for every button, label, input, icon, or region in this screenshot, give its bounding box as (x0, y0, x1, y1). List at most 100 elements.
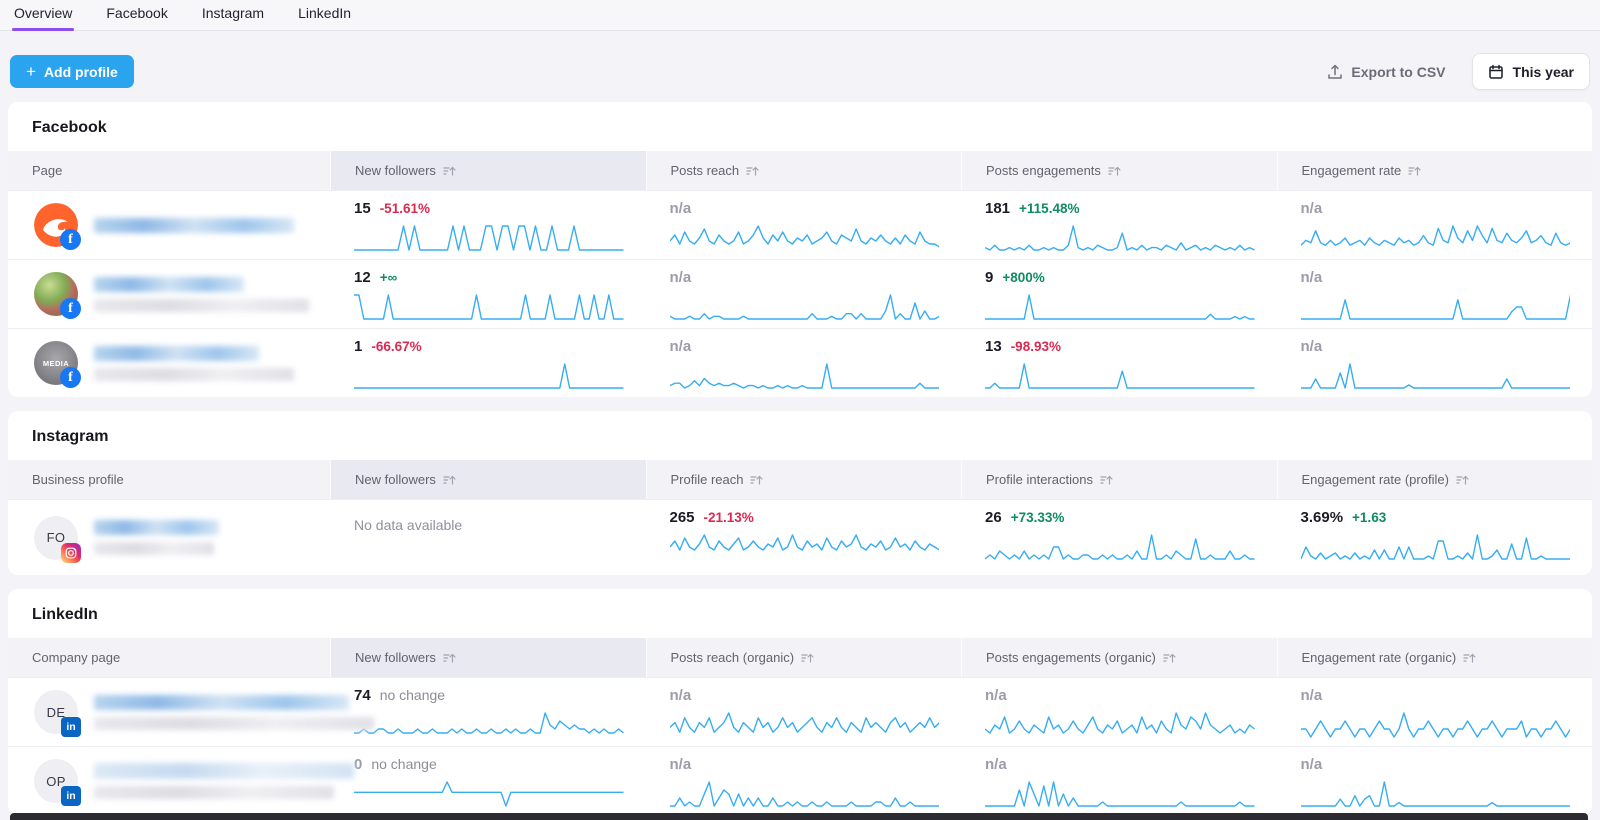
sort-icon (443, 165, 456, 177)
profile-cell[interactable]: FO (8, 500, 330, 575)
metric-value: n/a (670, 338, 692, 355)
column-header-posts-engagements-organic[interactable]: Posts engagements (organic) (961, 638, 1277, 677)
tab-instagram[interactable]: Instagram (200, 5, 266, 30)
metric-cell-profile-interactions: 26+73.33% (961, 500, 1277, 575)
sort-icon (801, 652, 814, 664)
column-header-page: Page (8, 151, 330, 190)
avatar: FO (34, 516, 78, 560)
sort-icon (1463, 652, 1476, 664)
export-to-csv-button[interactable]: Export to CSV (1327, 64, 1445, 80)
facebook-section-title: Facebook (8, 102, 1592, 151)
sort-icon (746, 165, 759, 177)
tab-linkedin[interactable]: LinkedIn (296, 5, 353, 30)
metric-cell-posts-engagements: 9+800% (961, 260, 1277, 328)
column-header-engagement-rate[interactable]: Engagement rate (1277, 151, 1593, 190)
sort-icon (443, 652, 456, 664)
sparkline-chart (1301, 712, 1571, 738)
sparkline-chart (985, 781, 1255, 807)
metric-value: n/a (670, 200, 692, 217)
metric-cell-engagement-rate-organic: n/a (1277, 678, 1593, 746)
column-header-engagement-rate-profile[interactable]: Engagement rate (profile) (1277, 460, 1593, 499)
sparkline-chart (1301, 294, 1571, 320)
metric-delta: no change (380, 687, 445, 703)
sort-icon (443, 474, 456, 486)
plus-icon: + (26, 63, 36, 80)
metric-cell-new-followers: 0no change (330, 747, 646, 815)
sparkline-chart (670, 781, 940, 807)
metric-cell-posts-reach-organic: n/a (646, 747, 962, 815)
sparkline-chart (354, 294, 624, 320)
metric-value: 265 (670, 509, 695, 526)
date-range-button[interactable]: This year (1472, 53, 1590, 90)
sparkline-chart (1301, 534, 1571, 560)
linkedin-section: LinkedIn Company page New followers Post… (8, 589, 1592, 815)
metric-value: 1 (354, 338, 362, 355)
column-header-posts-reach[interactable]: Posts reach (646, 151, 962, 190)
metric-delta: -51.61% (380, 201, 430, 216)
linkedin-badge-icon: in (61, 786, 81, 806)
avatar: MEDIA f (34, 341, 78, 385)
add-profile-label: Add profile (44, 64, 118, 80)
profile-cell[interactable]: OP in (8, 747, 330, 815)
profile-cell[interactable]: f (8, 260, 330, 328)
instagram-badge-icon (61, 543, 81, 563)
column-header-new-followers[interactable]: New followers (330, 151, 646, 190)
avatar: f (34, 203, 78, 247)
column-header-new-followers[interactable]: New followers (330, 460, 646, 499)
metric-value: n/a (1301, 200, 1323, 217)
metric-cell-posts-reach: n/a (646, 191, 962, 259)
column-header-profile-interactions[interactable]: Profile interactions (961, 460, 1277, 499)
sparkline-chart (670, 363, 940, 389)
metric-value: 74 (354, 687, 371, 704)
redacted-profile-name (94, 346, 294, 381)
column-header-posts-reach-organic[interactable]: Posts reach (organic) (646, 638, 962, 677)
instagram-table-header: Business profile New followers Profile r… (8, 460, 1592, 499)
sparkline-chart (670, 294, 940, 320)
metric-value: n/a (670, 687, 692, 704)
top-tab-bar: Overview Facebook Instagram LinkedIn (0, 0, 1600, 31)
metric-delta: +73.33% (1011, 510, 1065, 525)
profile-cell[interactable]: DE in (8, 678, 330, 746)
redacted-profile-name (94, 520, 219, 555)
metric-cell-posts-engagements: 181 +115.48% (961, 191, 1277, 259)
metric-value: n/a (985, 756, 1007, 773)
linkedin-badge-icon: in (61, 717, 81, 737)
facebook-badge-icon: f (60, 367, 81, 388)
metric-value: 13 (985, 338, 1002, 355)
sort-icon (1108, 165, 1121, 177)
metric-value: n/a (670, 269, 692, 286)
instagram-section: Instagram Business profile New followers… (8, 411, 1592, 575)
tab-overview[interactable]: Overview (12, 5, 74, 30)
metric-cell-engagement-rate: n/a (1277, 329, 1593, 397)
metric-cell-engagement-rate-organic: n/a (1277, 747, 1593, 815)
metric-delta: +115.48% (1019, 201, 1079, 216)
column-header-new-followers[interactable]: New followers (330, 638, 646, 677)
metric-value: n/a (1301, 687, 1323, 704)
metric-cell-new-followers: No data available (330, 500, 646, 575)
horizontal-scrollbar[interactable] (10, 813, 1588, 820)
sparkline-chart (1301, 363, 1571, 389)
metric-cell-new-followers: 74 no change (330, 678, 646, 746)
metric-cell-engagement-rate: n/a (1277, 191, 1593, 259)
metric-delta: -66.67% (371, 339, 421, 354)
profile-cell[interactable]: MEDIA f (8, 329, 330, 397)
add-profile-button[interactable]: + Add profile (10, 55, 134, 88)
profile-cell[interactable]: f (8, 191, 330, 259)
facebook-badge-icon: f (60, 298, 81, 319)
column-header-engagement-rate-organic[interactable]: Engagement rate (organic) (1277, 638, 1593, 677)
sparkline-chart (985, 363, 1255, 389)
metric-value: n/a (1301, 269, 1323, 286)
metric-cell-profile-reach: 265-21.13% (646, 500, 962, 575)
metric-delta: +1.63 (1352, 510, 1386, 525)
metric-cell-posts-engagements: 13-98.93% (961, 329, 1277, 397)
table-row: f 12+∞ n/a 9+800% n/a (8, 259, 1592, 328)
facebook-badge-icon: f (60, 229, 81, 250)
redacted-profile-name (94, 763, 354, 799)
metric-value: 181 (985, 200, 1010, 217)
sparkline-chart (1301, 225, 1571, 251)
sort-icon (1100, 474, 1113, 486)
column-header-posts-engagements[interactable]: Posts engagements (961, 151, 1277, 190)
metric-cell-posts-engagements-organic: n/a (961, 747, 1277, 815)
tab-facebook[interactable]: Facebook (104, 5, 169, 30)
column-header-profile-reach[interactable]: Profile reach (646, 460, 962, 499)
